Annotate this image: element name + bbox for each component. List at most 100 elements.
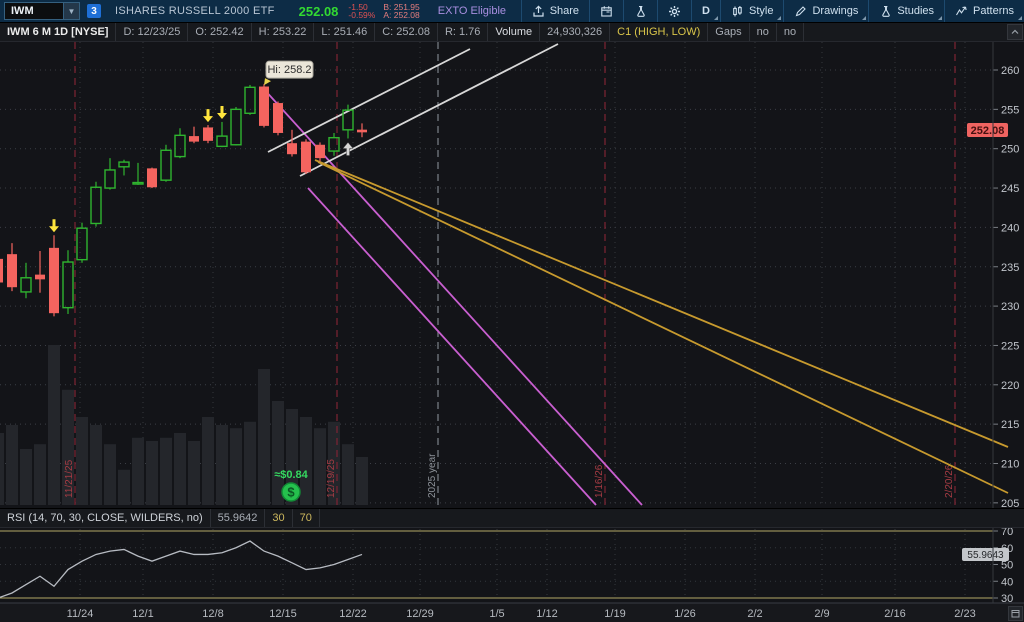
bid-ask-stack: B: 251.95 A: 252.08 [383, 1, 420, 20]
candle [7, 254, 17, 288]
range-field: R: 1.76 [438, 23, 489, 41]
price-axis-label: 245 [1001, 183, 1019, 195]
rsi-header: RSI (14, 70, 30, CLOSE, WILDERS, no) 55.… [0, 508, 1024, 528]
candle [104, 169, 116, 189]
patterns-button[interactable]: Patterns [944, 0, 1024, 22]
candle [76, 227, 88, 261]
time-axis-label: 2/9 [814, 608, 829, 620]
price-axis-label: 215 [1001, 419, 1019, 431]
price-axis-label: 225 [1001, 340, 1019, 352]
candle [230, 108, 242, 146]
volume-bar [20, 449, 32, 505]
volume-bar [34, 444, 46, 505]
volume-bar [6, 425, 18, 505]
volume-bar [272, 401, 284, 505]
candle [301, 141, 311, 173]
symbol-value[interactable]: IWM [11, 5, 34, 17]
magenta-channel-2-trendline[interactable] [307, 187, 597, 506]
candle [203, 127, 213, 141]
time-axis-label: 12/29 [406, 608, 434, 620]
price-axis-label: 240 [1001, 222, 1019, 234]
candle [259, 86, 269, 126]
volume-bar [356, 457, 368, 505]
calendar-mini-button[interactable] [1008, 606, 1023, 621]
magenta-channel-1-trendline[interactable] [261, 86, 643, 506]
candle [273, 103, 283, 133]
sell-signal-arrow-icon[interactable] [203, 109, 213, 123]
notification-badge[interactable]: 3 [87, 4, 101, 18]
candle [147, 168, 157, 188]
dropdown-corner [862, 16, 867, 20]
price-axis-label: 210 [1001, 459, 1019, 471]
volume-bar [90, 425, 102, 505]
time-axis-label: 12/8 [202, 608, 223, 620]
hi-tooltip[interactable] [265, 60, 314, 79]
top-toolbar: IWM ▼ 3 ISHARES RUSSELL 2000 ETF 252.08 … [0, 0, 1024, 23]
chevron-up-icon [1011, 29, 1019, 34]
exto-eligible-label: EXTO Eligible [437, 5, 507, 17]
sell-signal-arrow-icon[interactable] [49, 219, 59, 233]
c1-study-label: C1 (HIGH, LOW) [610, 23, 709, 41]
calendar-icon [601, 5, 612, 17]
date-field: D: 12/23/25 [116, 23, 189, 41]
price-axis-label: 230 [1001, 301, 1019, 313]
time-axis-label: 2/16 [884, 608, 905, 620]
event-vline-label: 2025 year [427, 453, 438, 498]
volume-bar [216, 425, 228, 505]
volume-bar [314, 428, 326, 505]
white-channel-2-trendline[interactable] [299, 43, 559, 177]
style-label: Style [749, 5, 774, 17]
share-button[interactable]: Share [520, 0, 589, 22]
candle [20, 277, 32, 293]
hi-marker-arrow-icon [264, 78, 271, 86]
open-field: O: 252.42 [188, 23, 252, 41]
settings-button[interactable] [657, 0, 691, 22]
dropdown-corner [1018, 16, 1022, 20]
candle [160, 149, 172, 181]
buy-signal-arrow-icon[interactable] [342, 142, 354, 156]
time-axis-label: 12/15 [269, 608, 297, 620]
analyze-button[interactable] [623, 0, 657, 22]
rsi-study-label: RSI (14, 70, 30, CLOSE, WILDERS, no) [0, 509, 211, 527]
price-axis-label: 255 [1001, 104, 1019, 116]
drawings-button[interactable]: Drawings [783, 0, 868, 22]
pencil-icon [796, 5, 807, 16]
bid-value: B: 251.95 [383, 1, 420, 12]
studies-button[interactable]: Studies [868, 0, 944, 22]
candle [315, 144, 325, 159]
report-button[interactable] [589, 0, 623, 22]
dividend-icon[interactable] [281, 482, 301, 502]
candle [49, 247, 59, 314]
event-vline-label: 11/21/25 [64, 459, 75, 498]
collapse-chart-button[interactable] [1007, 24, 1023, 40]
dividend-dollar-glyph: $ [287, 485, 295, 500]
rsi-value: 55.9642 [211, 509, 266, 527]
sell-signal-arrow-icon[interactable] [217, 105, 227, 119]
style-icon [733, 5, 742, 16]
gaps-label: Gaps [708, 23, 750, 41]
volume-bar [300, 417, 312, 505]
share-label: Share [549, 5, 580, 17]
time-axis-label: 1/26 [674, 608, 695, 620]
gap-value-2: no [777, 23, 805, 41]
candle [189, 136, 199, 142]
timeframe-button[interactable]: D [691, 0, 720, 22]
style-button[interactable]: Style [720, 0, 783, 22]
symbol-input[interactable]: IWM ▼ [4, 2, 80, 20]
time-axis-label: 1/19 [604, 608, 625, 620]
low-field: L: 251.46 [314, 23, 376, 41]
gold-fan-1-trendline[interactable] [314, 159, 1009, 448]
time-axis-label: 1/12 [536, 608, 557, 620]
symbol-dropdown-button[interactable]: ▼ [63, 3, 79, 19]
event-vline-label: 12/19/25 [326, 459, 337, 498]
ask-value: A: 252.08 [383, 10, 420, 20]
gold-fan-2-trendline[interactable] [317, 161, 1009, 494]
white-channel-1-trendline[interactable] [267, 48, 471, 153]
change-stack: -1.50 -0.59% [348, 2, 375, 20]
timeframe-label: D [702, 5, 710, 17]
rsi-axis-label: 30 [1001, 593, 1013, 605]
volume-bar [160, 437, 172, 505]
rsi-low-band: 30 [265, 509, 293, 527]
